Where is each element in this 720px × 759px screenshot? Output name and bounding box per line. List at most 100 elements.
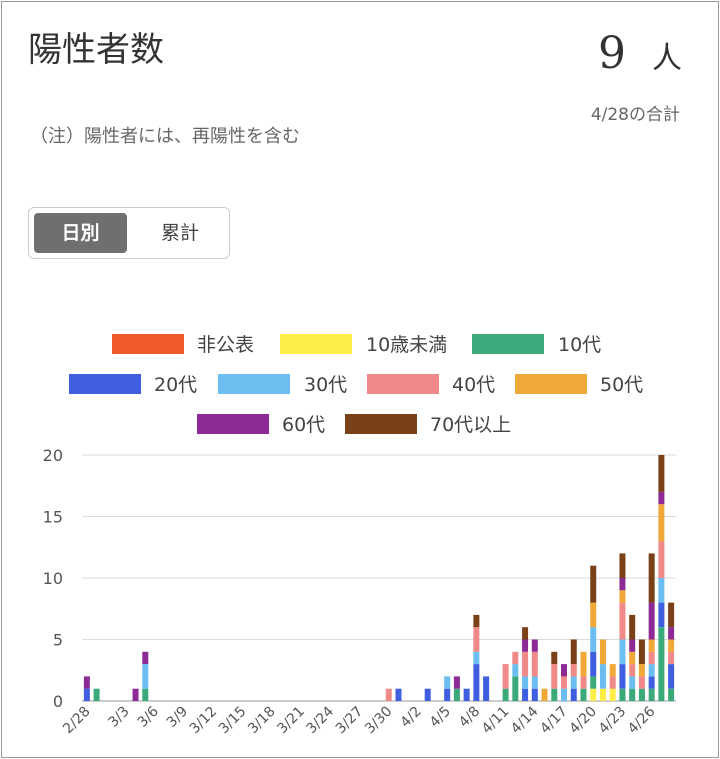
legend-swatch	[69, 374, 141, 394]
bar-segment	[463, 688, 470, 701]
bar-segment	[658, 455, 665, 492]
bar-segment	[444, 688, 451, 701]
bar-segment	[638, 639, 645, 665]
bar-segment	[473, 614, 480, 628]
bar-segment	[619, 688, 626, 701]
bar-segment	[648, 688, 655, 701]
bar-segment	[561, 688, 568, 701]
bar-segment	[142, 664, 149, 689]
bar-segment	[629, 651, 636, 665]
cumulative-button[interactable]: 累計	[160, 222, 199, 244]
x-tick-label: 3/27	[333, 704, 367, 738]
x-tick-label: 3/6	[135, 703, 162, 730]
legend-swatch	[367, 374, 439, 394]
bar-segment	[473, 627, 480, 652]
y-tick-label: 10	[43, 569, 63, 588]
bar-segment	[453, 676, 460, 689]
bar-segment	[570, 639, 577, 665]
bar-segment	[648, 651, 655, 665]
bar-segment	[609, 664, 616, 677]
bar-segment	[638, 664, 645, 677]
bar-segment	[522, 676, 529, 689]
bar-segment	[619, 664, 626, 689]
bar-segment	[132, 688, 139, 701]
legend-swatch	[197, 414, 269, 434]
bar-segment	[551, 664, 558, 689]
bar-segment	[609, 688, 616, 701]
bar-segment	[580, 676, 587, 689]
bar-segment	[658, 602, 665, 628]
bar-segment	[473, 664, 480, 701]
bar-segment	[629, 676, 636, 689]
bar-segment	[142, 651, 149, 665]
legend-swatch	[218, 374, 290, 394]
bar-segment	[570, 676, 577, 689]
view-toggle: 日別 累計	[28, 207, 230, 259]
bar-segment	[502, 664, 509, 689]
bar-segment	[142, 688, 149, 701]
bar-segment	[619, 578, 626, 591]
bar-segment	[561, 664, 568, 677]
legend-label: 10歳未満	[366, 334, 447, 356]
bar-segment	[453, 688, 460, 701]
legend-label: 非公表	[197, 334, 254, 356]
bar-segment	[629, 614, 636, 640]
bar-segment	[483, 676, 490, 701]
bar-segment	[648, 639, 655, 652]
date-label: 4/28の合計	[590, 105, 680, 125]
bar-segment	[551, 688, 558, 701]
legend-label: 10代	[558, 334, 601, 356]
bar-segment	[619, 590, 626, 603]
y-tick-label: 15	[43, 508, 63, 527]
bar-segment	[541, 688, 548, 701]
bar-segment	[668, 639, 675, 652]
bar-segment	[570, 688, 577, 701]
legend-swatch	[472, 334, 544, 354]
bar-segment	[599, 688, 606, 701]
x-tick-label: 3/24	[304, 703, 338, 737]
bar-segment	[531, 688, 538, 701]
y-tick-label: 5	[53, 631, 63, 650]
bar-segment	[668, 664, 675, 689]
bar-segment	[668, 688, 675, 701]
bar-segment	[570, 664, 577, 677]
x-tick-label: 3/3	[105, 704, 132, 731]
legend-swatch	[515, 374, 587, 394]
bar-segment	[658, 541, 665, 578]
bar-segment	[668, 651, 675, 665]
x-tick-label: 3/30	[362, 704, 396, 738]
bar-segment	[619, 602, 626, 640]
y-tick-label: 0	[53, 692, 63, 711]
bar-segment	[648, 676, 655, 689]
bar-segment	[93, 688, 100, 701]
bar-segment	[522, 688, 529, 701]
bar-segment	[502, 688, 509, 701]
x-tick-label: 2/28	[60, 704, 94, 738]
count-value: 9	[598, 28, 626, 79]
bar-segment	[619, 553, 626, 578]
bar-segment	[658, 578, 665, 603]
legend-label: 20代	[154, 374, 197, 396]
legend-label: 70代以上	[430, 414, 511, 436]
x-tick-label: 3/15	[216, 704, 250, 738]
bar-segment	[444, 676, 451, 689]
bar-segment	[648, 602, 655, 640]
x-tick-label: 4/17	[537, 704, 571, 738]
bar-segment	[619, 639, 626, 665]
bar-segment	[668, 602, 675, 628]
bar-segment	[648, 664, 655, 677]
legend-label: 50代	[600, 374, 643, 396]
bar-segment	[590, 651, 597, 677]
bar-segment	[561, 676, 568, 689]
legend-label: 60代	[282, 414, 325, 436]
bar-segment	[638, 676, 645, 689]
bar-segment	[658, 504, 665, 542]
bar-segment	[512, 676, 519, 701]
x-tick-label: 4/14	[508, 703, 542, 737]
daily-button[interactable]: 日別	[34, 213, 127, 253]
bar-segment	[83, 688, 90, 701]
bar-segment	[638, 688, 645, 701]
